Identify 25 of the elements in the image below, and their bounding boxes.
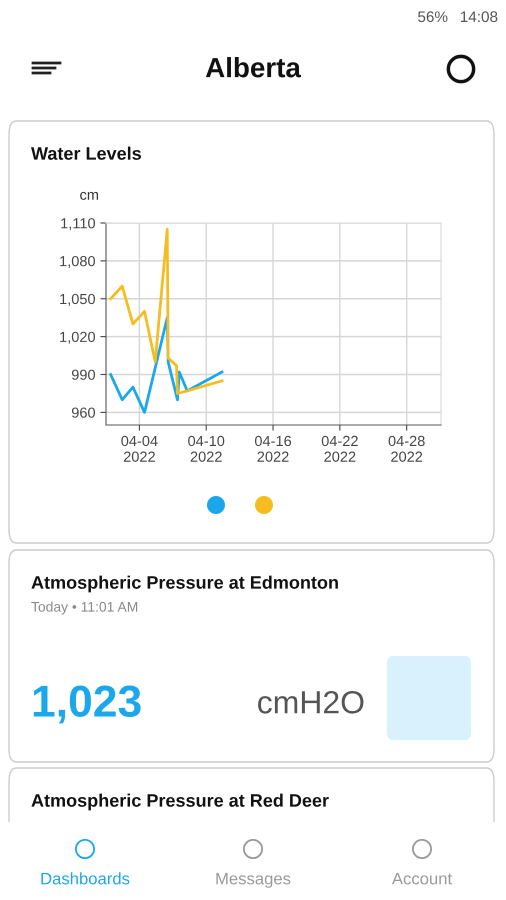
line-series [109, 228, 224, 395]
text: Alberta [206, 57, 302, 78]
x-tick-label: 04-10 2022 [188, 436, 224, 462]
text: cmH2O [258, 690, 364, 714]
text: Messages [216, 872, 290, 888]
chart-title: Water Levels [31, 146, 141, 160]
text: 56% [418, 11, 448, 22]
x-tick-label: 04-04 2022 [121, 436, 158, 462]
x-tick-label: 04-16 2022 [254, 436, 292, 462]
y-axis-title: cm [80, 192, 98, 200]
y-tick-label: 990 [72, 370, 96, 380]
x-tick-label: 04-28 2022 [388, 436, 425, 462]
x-tick-label: 04-22 2022 [322, 436, 358, 462]
text: Atmospheric Pressure at Edmonton [31, 576, 338, 592]
text: Today • 11:01 AM [31, 602, 138, 614]
text: 1,023 [34, 685, 141, 724]
text: Account [392, 872, 452, 884]
y-tick-label: 960 [72, 407, 96, 418]
text: 14:08 [460, 11, 498, 22]
y-tick-label: 1,020 [60, 332, 96, 344]
y-tick-label: 1,050 [60, 294, 96, 306]
text: Dashboards [41, 872, 130, 884]
y-tick-label: 1,080 [60, 256, 96, 268]
y-tick-label: 1,110 [61, 218, 96, 230]
text: Atmospheric Pressure at Red Deer [31, 794, 329, 810]
